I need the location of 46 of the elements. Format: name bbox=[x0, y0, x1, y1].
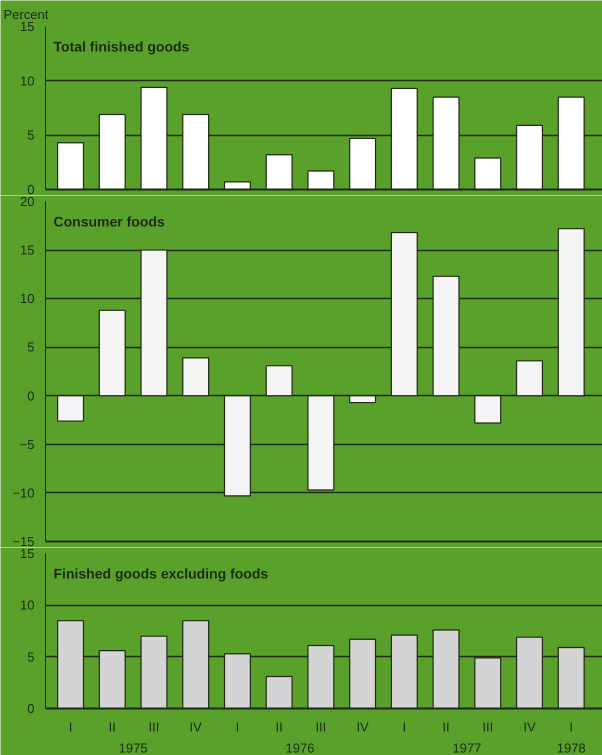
y-tick-label: 10 bbox=[20, 598, 35, 613]
text: Total finished goods bbox=[54, 38, 190, 54]
bar bbox=[432, 276, 460, 396]
x-tick-label: III bbox=[482, 720, 494, 734]
bar bbox=[57, 395, 84, 422]
y-tick-label: 20 bbox=[20, 194, 35, 209]
bar bbox=[182, 357, 210, 396]
y-tick-label: 10 bbox=[20, 73, 35, 88]
y-tick-label: 15 bbox=[20, 242, 35, 258]
y-tick-label: 5 bbox=[27, 340, 35, 355]
y-tick-label: −15 bbox=[12, 534, 35, 549]
bar bbox=[349, 395, 376, 404]
bar bbox=[98, 310, 126, 396]
y-tick-label: 15 bbox=[20, 19, 35, 34]
text: Finished goods excluding foods bbox=[54, 566, 268, 582]
y-tick-label: 0 bbox=[27, 388, 35, 404]
x-tick-label: I bbox=[569, 720, 574, 734]
text: 1975 bbox=[118, 740, 148, 755]
y-tick-label: 5 bbox=[27, 128, 35, 143]
x-tick-label: II bbox=[108, 720, 116, 734]
bar bbox=[307, 395, 334, 491]
y-tick-label: 10 bbox=[20, 291, 35, 306]
y-tick-label: −5 bbox=[20, 436, 35, 452]
x-tick-label: I bbox=[402, 720, 406, 734]
y-tick-label: −10 bbox=[12, 485, 35, 500]
text: 1976 bbox=[286, 740, 314, 755]
x-tick-label: IV bbox=[523, 720, 536, 734]
y-tick-label: 5 bbox=[27, 649, 35, 664]
y-tick-label: 0 bbox=[27, 182, 35, 197]
x-tick-label: IV bbox=[356, 720, 370, 734]
bar bbox=[474, 395, 502, 424]
y-tick-label: 15 bbox=[20, 546, 35, 561]
x-tick-label: II bbox=[442, 720, 450, 734]
x-tick-label: IV bbox=[190, 720, 202, 734]
text: Consumer foods bbox=[54, 214, 165, 230]
x-tick-label: III bbox=[148, 720, 160, 734]
y-axis-title: Percent bbox=[4, 7, 49, 22]
bar bbox=[516, 360, 544, 396]
x-tick-label: I bbox=[236, 720, 240, 734]
text: 1978 bbox=[556, 740, 586, 755]
y-tick-label: 0 bbox=[27, 701, 35, 716]
text: 1977 bbox=[452, 740, 482, 755]
bar bbox=[266, 365, 293, 396]
x-tick-label: I bbox=[68, 720, 72, 734]
x-tick-label: III bbox=[315, 720, 326, 734]
x-tick-label: II bbox=[276, 720, 283, 734]
